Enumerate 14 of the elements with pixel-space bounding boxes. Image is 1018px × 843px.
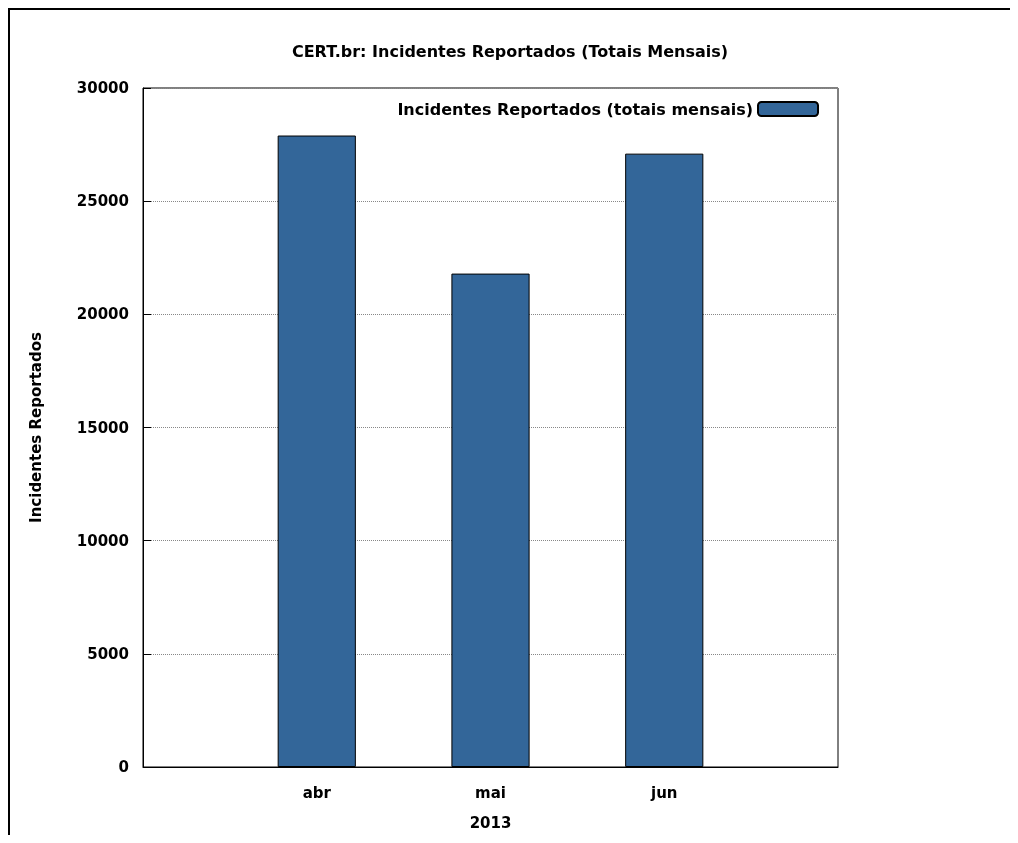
y-tick-label: 5000 — [87, 644, 129, 663]
x-tick-label: jun — [650, 783, 678, 802]
y-tick-label: 30000 — [76, 79, 129, 97]
x-axis-title: 2013 — [469, 813, 512, 832]
y-tick-label: 20000 — [76, 305, 129, 324]
y-tick-label: 15000 — [76, 418, 129, 437]
y-tick-label: 10000 — [76, 531, 129, 550]
x-tick-label: mai — [475, 783, 506, 802]
x-tick-label: abr — [302, 783, 332, 802]
y-axis-title: Incidentes Reportados — [26, 332, 45, 523]
y-tick-label: 0 — [118, 758, 129, 776]
chart-title: CERT.br: Incidentes Reportados (Totais Mensais) — [291, 41, 729, 61]
legend-label: Incidentes Reportados (totais mensais) — [397, 99, 753, 119]
y-tick-label: 25000 — [76, 192, 129, 211]
